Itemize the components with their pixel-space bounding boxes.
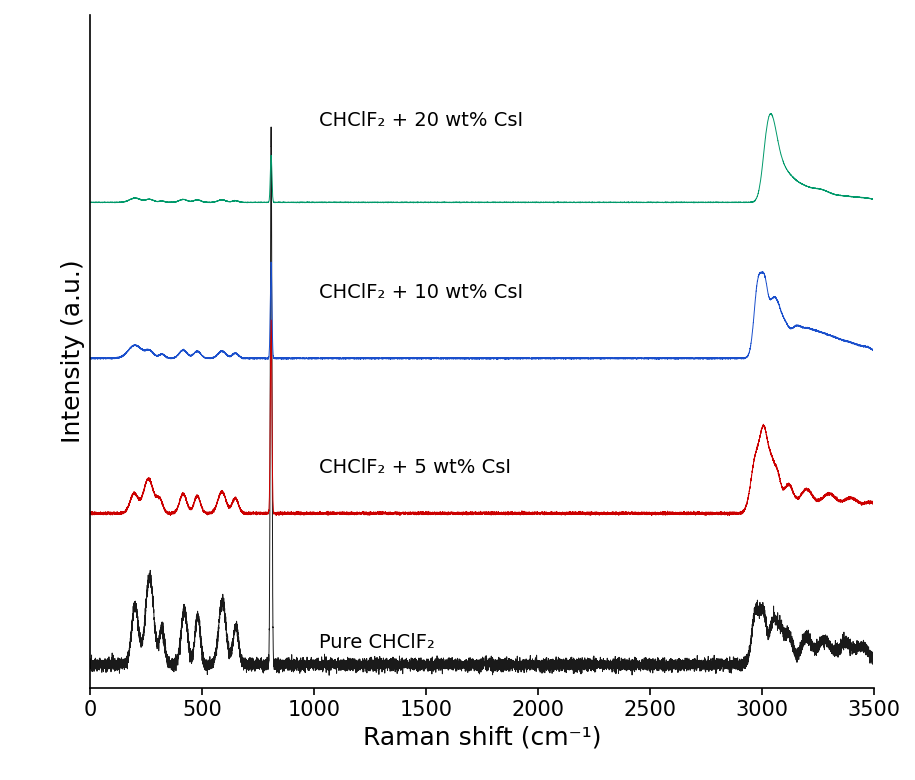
Text: CHClF₂ + 20 wt% CsI: CHClF₂ + 20 wt% CsI: [318, 111, 522, 129]
Text: Pure CHClF₂: Pure CHClF₂: [318, 633, 435, 651]
X-axis label: Raman shift (cm⁻¹): Raman shift (cm⁻¹): [362, 725, 601, 750]
Y-axis label: Intensity (a.u.): Intensity (a.u.): [60, 260, 85, 443]
Text: CHClF₂ + 5 wt% CsI: CHClF₂ + 5 wt% CsI: [318, 458, 511, 477]
Text: CHClF₂ + 10 wt% CsI: CHClF₂ + 10 wt% CsI: [318, 283, 522, 302]
